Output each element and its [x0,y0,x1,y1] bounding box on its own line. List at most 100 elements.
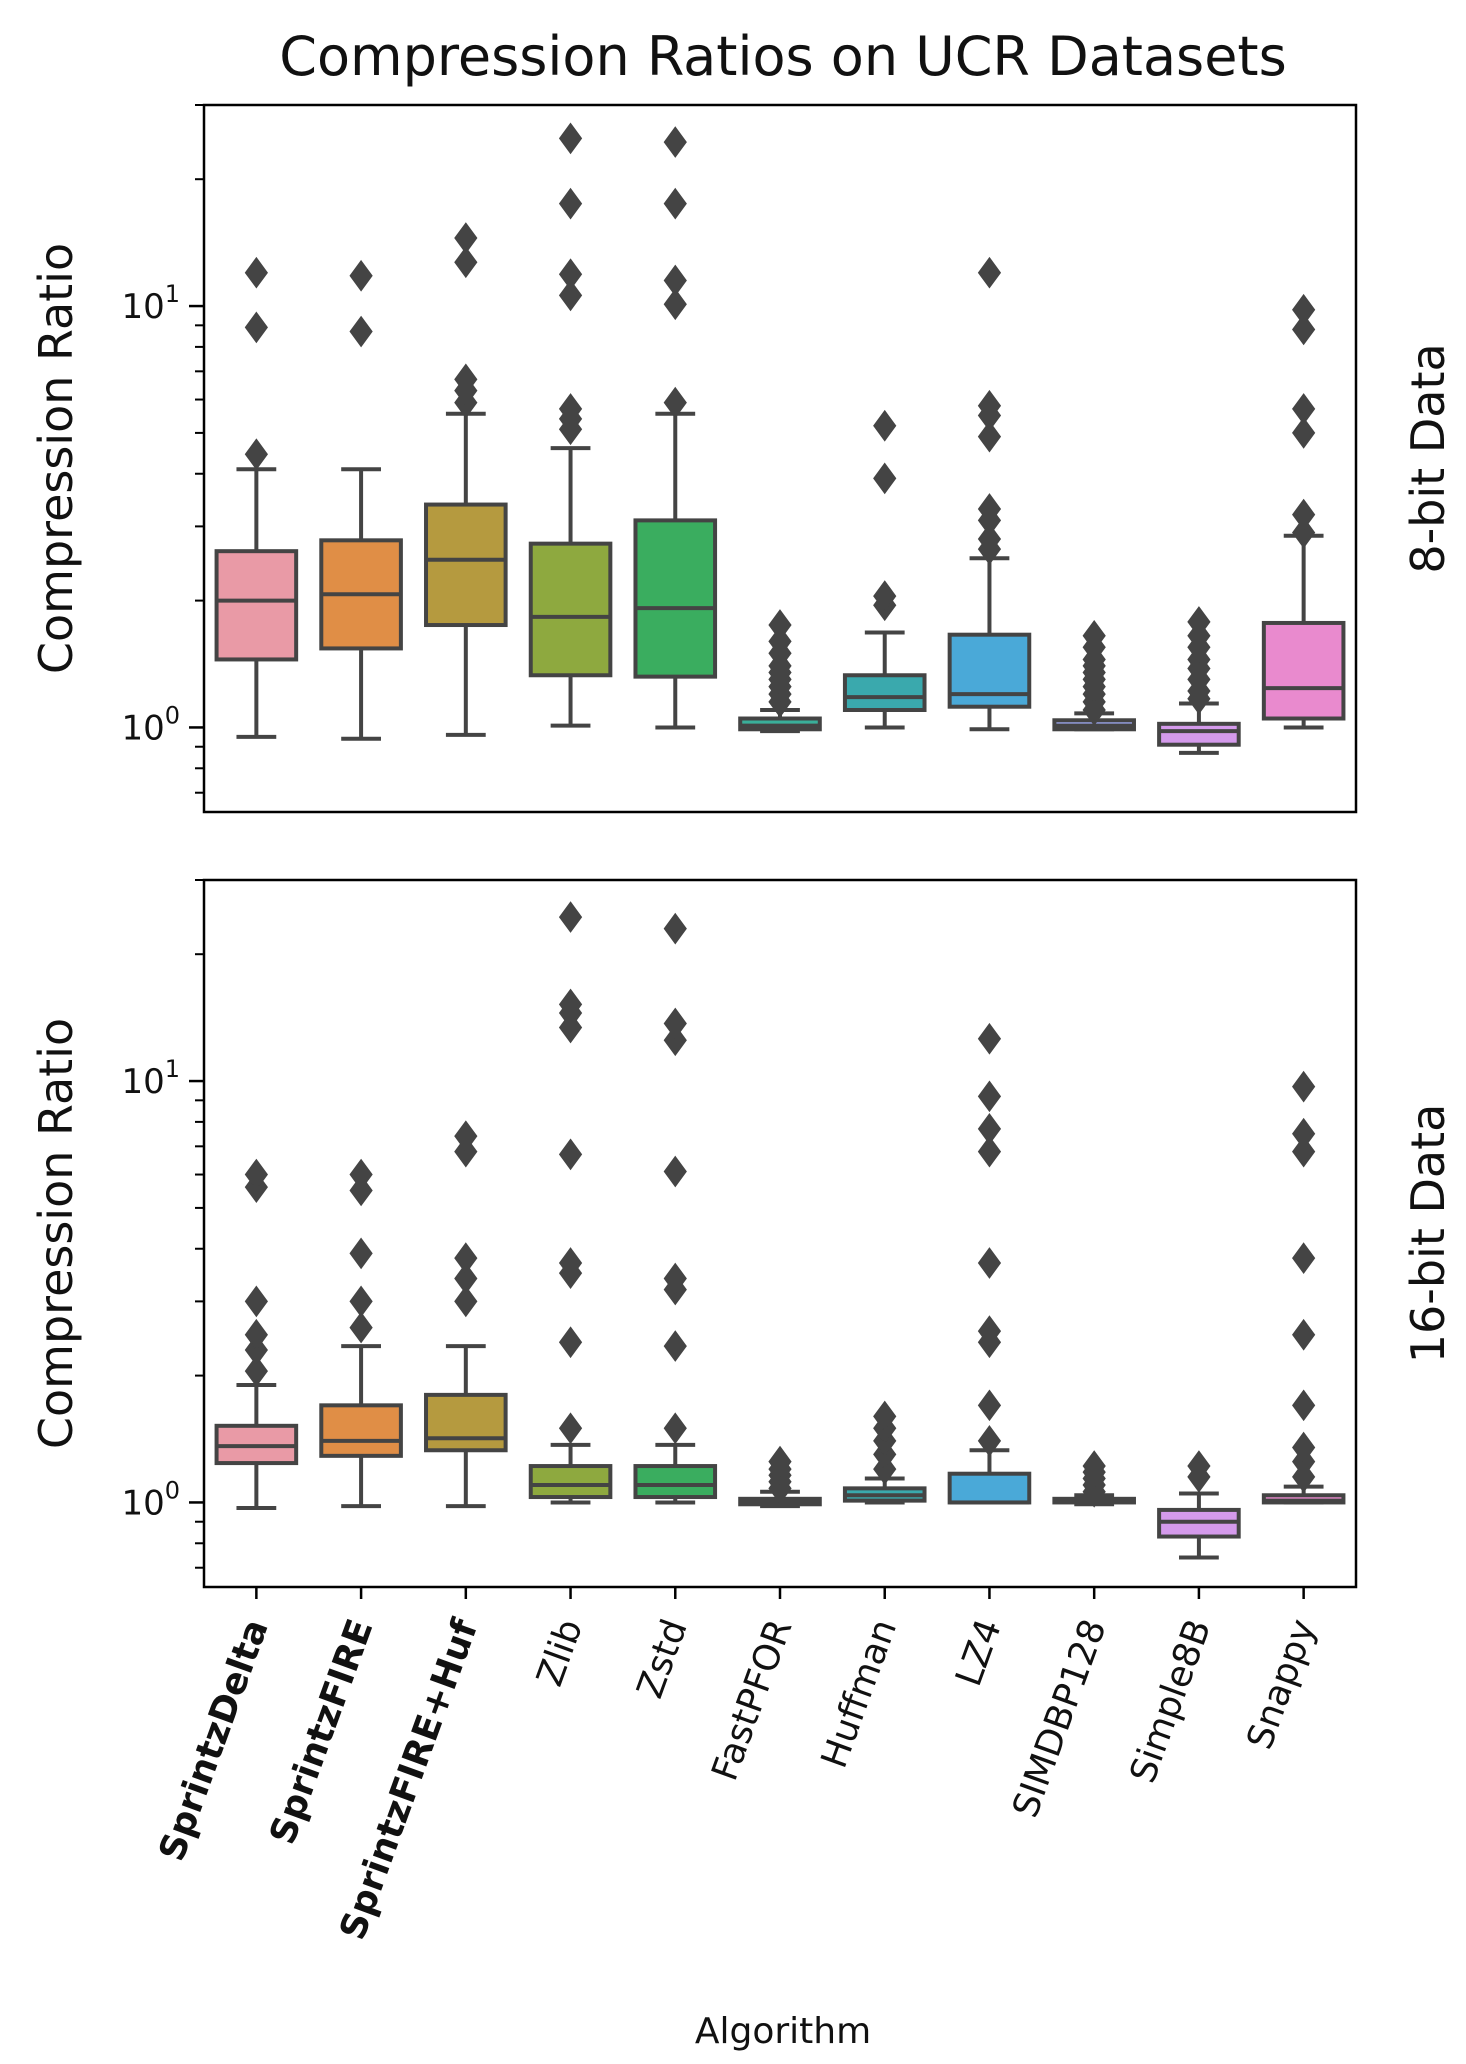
outlier-point [244,1158,268,1191]
outlier-point [873,580,897,612]
outlier-point [1292,498,1316,531]
outlier-point [558,393,583,425]
panel-8bit: 100 101 Compression Ratio 8-bit Data [29,103,1455,814]
outlier-point [454,1242,478,1274]
outlier-point [558,187,583,220]
plot-frame [202,103,1358,814]
box-fastpfor [738,609,822,734]
outlier-point [663,1330,687,1362]
x-tick-label: Zstd [630,1614,696,1704]
outlier-point [1292,1389,1316,1422]
outlier-point [977,523,1002,555]
box-iqr [842,673,927,713]
outlier-point [977,1247,1002,1279]
box-iqr [424,502,508,628]
outlier-point [1292,393,1316,425]
outlier-point [1082,1450,1106,1482]
box-sprintzfire [319,259,403,741]
outlier-point [873,1400,897,1433]
box-simdbp128 [1052,1450,1136,1508]
outlier-point [454,246,478,279]
outlier-point [1082,619,1106,652]
outlier-point [454,1262,478,1295]
box-iqr [1261,620,1346,721]
outlier-point [349,1285,373,1318]
outlier-point [663,126,687,158]
box-lz4 [947,1022,1032,1505]
outlier-point [244,311,268,344]
box-simdbp128 [1052,619,1136,732]
box-iqr [319,1403,403,1458]
x-tick-label: Huffman [814,1614,905,1773]
box-simple8b [1157,606,1241,755]
x-tick-label: Simple8B [1123,1614,1220,1788]
x-tick-label: SprintzDelta [152,1614,277,1866]
outlier-point [558,1138,583,1171]
outlier-point [1292,1242,1316,1274]
outlier-point [1292,1117,1316,1150]
box-fastpfor [738,1445,822,1509]
x-tick-label: FastPFOR [704,1614,800,1786]
outlier-point [349,1174,373,1207]
box-sprintzdelta [214,256,299,739]
outlier-point [454,1285,478,1318]
outlier-point [558,258,583,291]
box-huffman [842,1400,927,1505]
box-zstd [633,126,718,730]
outlier-point [244,1318,268,1351]
row-label: 8-bit Data [1401,343,1455,573]
box-zstd [633,912,718,1505]
box-snappy [1261,293,1346,730]
outlier-point [454,1120,478,1153]
outlier-point [1187,1450,1211,1482]
box-huffman [842,409,927,730]
box-simple8b [1157,1450,1241,1560]
outlier-point [349,1311,373,1344]
y-tick-label: 100 [121,701,180,748]
outlier-point [244,1355,268,1387]
outlier-point [663,1262,687,1295]
outlier-point [558,1326,583,1359]
outlier-point [663,1024,687,1057]
outlier-point [663,1412,687,1445]
box-lz4 [947,256,1032,732]
x-tick-label: Zlib [529,1614,591,1691]
box-zlib [528,122,613,728]
box-iqr [528,541,613,678]
x-tick-label: SIMDBP128 [1005,1614,1114,1823]
box-snappy [1261,1070,1346,1505]
outlier-point [873,462,897,495]
outlier-point [1292,1318,1316,1351]
outlier-point [977,1113,1002,1145]
outlier-point [1292,1135,1316,1168]
outlier-point [558,988,583,1021]
box-zlib [528,901,613,1505]
box-iqr [633,518,718,679]
x-tick-label: LZ4 [948,1614,1010,1692]
box-iqr [528,1464,613,1500]
outlier-point [977,1389,1002,1422]
y-axis-label: Compression Ratio [29,1018,83,1449]
y-tick-label: 100 [121,1476,180,1523]
outlier-point [977,1022,1002,1055]
outlier-point [663,187,687,220]
outlier-point [1292,293,1316,326]
outlier-point [558,901,583,933]
y-tick-label: 101 [121,1055,180,1102]
panels: 100 101 Compression Ratio 8-bit Data 100 101 C… [29,103,1455,1945]
outlier-point [977,1425,1002,1457]
outlier-point [349,315,373,348]
box-iqr [214,549,299,662]
outlier-point [768,625,792,658]
outlier-point [454,222,478,254]
outlier-point [663,912,687,945]
outlier-point [1292,1431,1316,1464]
outlier-point [1292,417,1316,449]
outlier-point [873,409,897,442]
outlier-point [349,1237,373,1270]
x-tick-label: SprintzFIRE [262,1614,381,1850]
outlier-point [244,256,268,289]
outlier-point [768,609,792,641]
box-sprintzdelta [214,1158,299,1511]
outlier-point [663,264,687,297]
